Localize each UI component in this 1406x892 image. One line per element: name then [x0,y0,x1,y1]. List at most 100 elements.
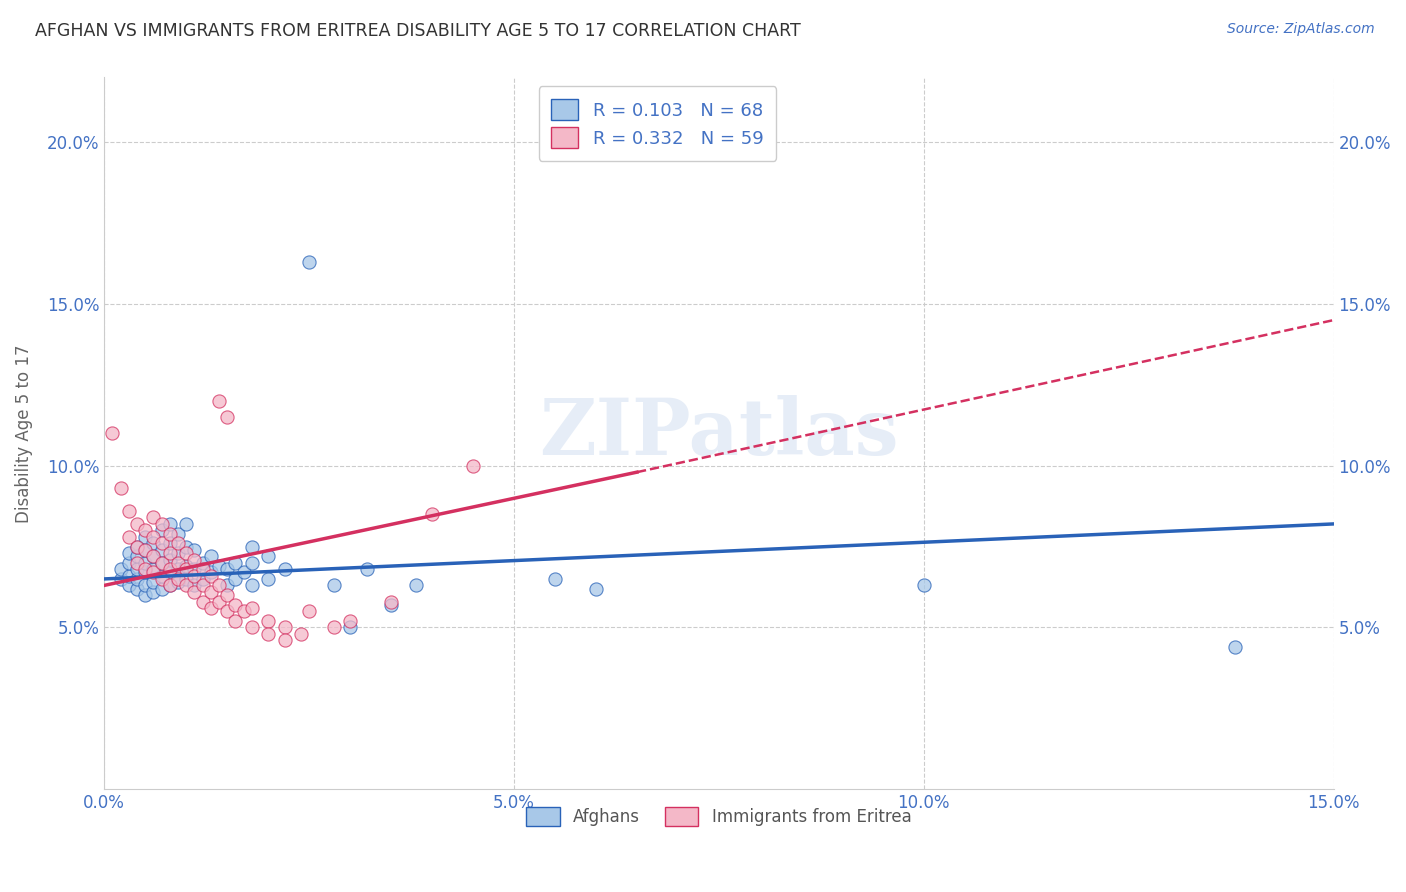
Point [142,575,165,590]
Point [150,524,173,538]
Point [240,556,263,570]
Point [183,578,205,592]
Point [159,578,181,592]
Point [125,549,148,564]
Point [150,572,173,586]
Point [167,536,190,550]
Point [142,562,165,576]
Text: AFGHAN VS IMMIGRANTS FROM ERITREA DISABILITY AGE 5 TO 17 CORRELATION CHART: AFGHAN VS IMMIGRANTS FROM ERITREA DISABI… [35,22,801,40]
Point [134,588,156,602]
Point [101,426,124,441]
Point [110,481,132,495]
Point [298,255,321,269]
Point [217,410,239,425]
Point [200,585,222,599]
Point [174,572,197,586]
Point [217,588,239,602]
Point [240,601,263,615]
Point [167,562,190,576]
Point [257,627,280,641]
Point [125,556,148,570]
Point [405,578,427,592]
Point [167,572,190,586]
Point [110,562,132,576]
Point [150,556,173,570]
Point [240,620,263,634]
Point [200,601,222,615]
Point [159,516,181,531]
Point [125,540,148,554]
Point [217,604,239,618]
Point [142,530,165,544]
Point [224,556,246,570]
Point [118,546,141,560]
Point [134,556,156,570]
Point [380,598,402,612]
Y-axis label: Disability Age 5 to 17: Disability Age 5 to 17 [15,344,32,523]
Point [167,556,190,570]
Point [217,562,239,576]
Text: Source: ZipAtlas.com: Source: ZipAtlas.com [1227,22,1375,37]
Point [461,458,484,473]
Point [257,572,280,586]
Point [322,578,344,592]
Point [217,578,239,592]
Point [110,572,132,586]
Point [159,562,181,576]
Point [134,530,156,544]
Point [134,566,156,580]
Point [183,562,205,576]
Point [208,594,231,608]
Point [183,568,205,582]
Point [134,542,156,557]
Point [167,546,190,560]
Point [150,556,173,570]
Point [118,578,141,592]
Point [232,566,254,580]
Point [200,566,222,580]
Point [150,542,173,557]
Point [200,549,222,564]
Point [208,578,231,592]
Point [298,604,321,618]
Point [167,575,190,590]
Point [183,585,205,599]
Point [125,572,148,586]
Point [183,542,205,557]
Point [356,562,378,576]
Point [134,578,156,592]
Point [174,578,197,592]
Point [273,562,295,576]
Point [159,566,181,580]
Point [183,552,205,566]
Point [174,546,197,560]
Point [191,572,214,586]
Point [339,620,361,634]
Point [159,546,181,560]
Point [208,559,231,574]
Point [125,562,148,576]
Point [191,578,214,592]
Point [174,559,197,574]
Point [257,614,280,628]
Point [420,507,443,521]
Point [322,620,344,634]
Point [232,604,254,618]
Point [174,516,197,531]
Point [150,582,173,596]
Point [174,540,197,554]
Point [544,572,567,586]
Point [118,556,141,570]
Point [150,516,173,531]
Point [142,566,165,580]
Point [380,594,402,608]
Point [142,585,165,599]
Point [125,582,148,596]
Point [118,504,141,518]
Point [257,549,280,564]
Point [1225,640,1247,654]
Point [142,510,165,524]
Point [142,536,165,550]
Text: ZIPatlas: ZIPatlas [538,395,898,471]
Point [159,526,181,541]
